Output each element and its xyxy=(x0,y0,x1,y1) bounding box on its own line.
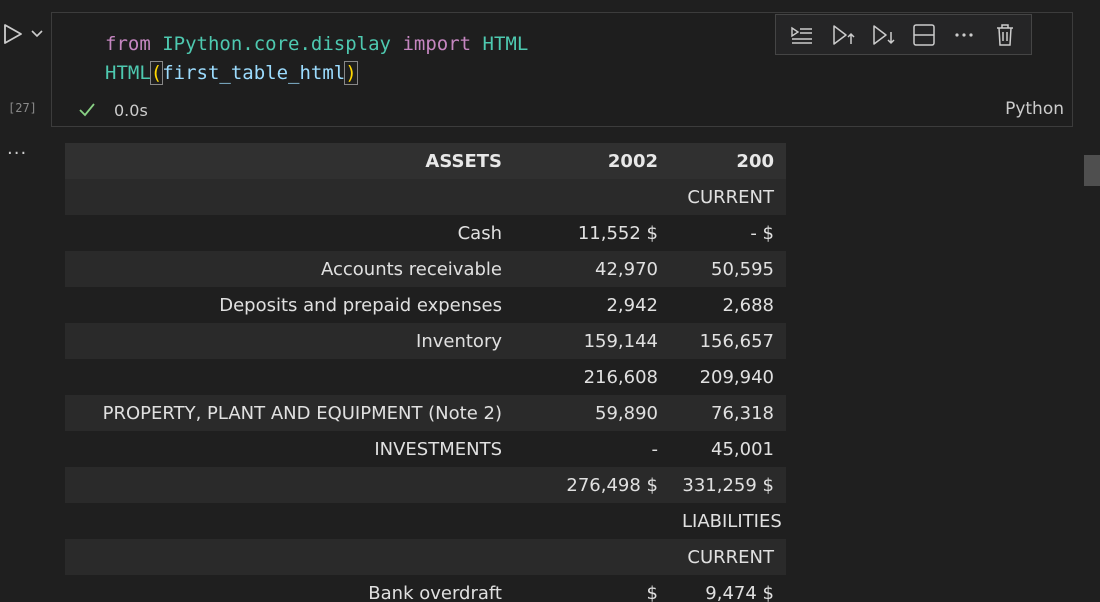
table-row: Bank overdraft $9,474 $ xyxy=(65,575,786,602)
table-cell: 209,940 xyxy=(699,366,774,388)
table-cell: - xyxy=(651,438,659,460)
table-cell: PROPERTY, PLANT AND EQUIPMENT (Note 2) xyxy=(102,402,502,424)
table-cell xyxy=(514,503,670,539)
table-row: Inventory 159,144 156,657 xyxy=(65,323,786,359)
table-row: Cash 11,552 $ - $ xyxy=(65,215,786,251)
chevron-down-icon[interactable] xyxy=(30,26,44,40)
cell-output: ASSETS 2002 200 CURRENT Cash 11,552 $ - $ … xyxy=(65,143,786,602)
cell-toolbar xyxy=(775,14,1032,55)
table-cell: Bank overdraft xyxy=(368,582,502,602)
more-actions-icon[interactable] xyxy=(949,20,979,50)
code-editor[interactable]: from IPython.core.display import HTML HT… xyxy=(105,30,528,88)
code-keyword: from xyxy=(105,33,151,55)
table-cell: CURRENT xyxy=(687,546,774,568)
table-cell: 42,970 xyxy=(595,258,658,280)
table-header-cell: ASSETS xyxy=(65,143,514,179)
execution-count: [27] xyxy=(8,101,37,115)
table-cell: Inventory xyxy=(416,330,502,352)
table-cell: 159,144 xyxy=(583,330,658,352)
run-cell-icon[interactable] xyxy=(2,22,24,46)
table-cell xyxy=(65,503,514,539)
table-row: LIABILITIES xyxy=(65,503,786,539)
table-cell xyxy=(65,359,514,395)
run-by-line-icon[interactable] xyxy=(787,20,817,50)
execute-above-icon[interactable] xyxy=(828,20,858,50)
table-row: 216,608 209,940 xyxy=(65,359,786,395)
code-keyword: import xyxy=(402,33,472,55)
table-cell: 156,657 xyxy=(699,330,774,352)
table-row: PROPERTY, PLANT AND EQUIPMENT (Note 2) 59… xyxy=(65,395,786,431)
code-module: IPython.core.display xyxy=(162,33,391,55)
table-cell: Deposits and prepaid expenses xyxy=(219,294,502,316)
code-argument: first_table_html xyxy=(162,62,346,84)
table-cell: 76,318 xyxy=(711,402,774,424)
table-cell: 59,890 xyxy=(595,402,658,424)
table-header-cell: 2002 xyxy=(514,143,670,179)
table-cell: 216,608 xyxy=(583,366,658,388)
execution-time: 0.0s xyxy=(114,100,148,120)
table-cell xyxy=(514,539,670,575)
table-cell: Cash xyxy=(457,222,502,244)
output-more-actions-icon[interactable]: ··· xyxy=(7,143,28,164)
table-header-cell: 200 xyxy=(670,143,786,179)
table-row: 276,498 $ 331,259 $ xyxy=(65,467,786,503)
table-cell: 45,001 xyxy=(711,438,774,460)
table-row: Accounts receivable 42,970 50,595 xyxy=(65,251,786,287)
table-cell: INVESTMENTS xyxy=(374,438,502,460)
table-cell: LIABILITIES xyxy=(682,510,782,532)
check-icon xyxy=(78,101,96,119)
table-row: INVESTMENTS - 45,001 xyxy=(65,431,786,467)
table-cell: 9,474 $ xyxy=(705,582,774,602)
table-row: Deposits and prepaid expenses 2,942 2,688 xyxy=(65,287,786,323)
cell-language[interactable]: Python xyxy=(1005,99,1064,119)
split-cell-icon[interactable] xyxy=(909,20,939,50)
table-cell: 11,552 $ xyxy=(577,222,658,244)
code-cell[interactable]: from IPython.core.display import HTML HT… xyxy=(51,12,1073,127)
output-table: ASSETS 2002 200 CURRENT Cash 11,552 $ - $ … xyxy=(65,143,786,602)
code-name: HTML xyxy=(482,33,529,55)
code-function: HTML xyxy=(105,62,151,84)
table-cell xyxy=(65,467,514,503)
code-paren: ) xyxy=(344,61,358,85)
table-cell: Accounts receivable xyxy=(320,258,502,280)
table-cell: - $ xyxy=(750,222,774,244)
delete-cell-icon[interactable] xyxy=(990,20,1020,50)
table-cell: 50,595 xyxy=(711,258,774,280)
table-cell: $ xyxy=(646,582,658,602)
table-cell: 2,942 xyxy=(606,294,658,316)
table-cell: 331,259 $ xyxy=(682,474,774,496)
table-cell xyxy=(514,179,670,215)
table-cell: 2,688 xyxy=(722,294,774,316)
cell-status: 0.0s xyxy=(78,99,148,121)
code-paren: ( xyxy=(149,61,164,85)
scrollbar-thumb[interactable] xyxy=(1084,155,1100,186)
table-row: CURRENT xyxy=(65,179,786,215)
table-cell: 276,498 $ xyxy=(566,474,658,496)
table-cell: CURRENT xyxy=(687,186,774,208)
execute-below-icon[interactable] xyxy=(868,20,898,50)
table-cell xyxy=(65,539,514,575)
table-header-row: ASSETS 2002 200 xyxy=(65,143,786,179)
table-row: CURRENT xyxy=(65,539,786,575)
table-cell xyxy=(65,179,514,215)
